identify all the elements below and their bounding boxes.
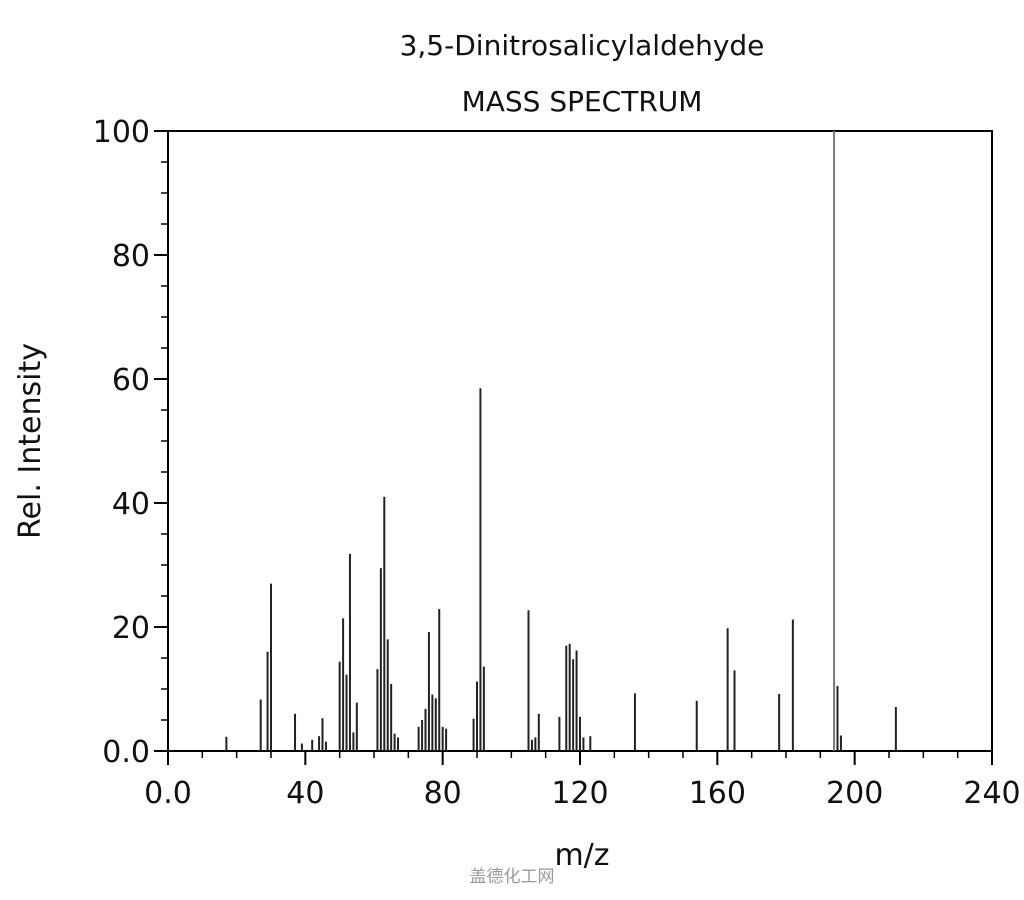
y-tick-label: 40 (112, 487, 150, 522)
plot-frame (167, 130, 993, 752)
x-axis: 0.0 40 80 120 160 200 240 (144, 751, 1021, 811)
y-tick-label: 80 (112, 239, 150, 274)
x-tick-label: 80 (424, 776, 462, 811)
spectrum-bars (225, 131, 897, 751)
y-tick-label: 100 (93, 115, 150, 150)
y-tick-label: 20 (112, 611, 150, 646)
x-axis-label: m/z (554, 838, 609, 873)
x-tick-label: 0.0 (144, 776, 192, 811)
x-tick-label: 200 (826, 776, 883, 811)
x-tick-label: 160 (689, 776, 746, 811)
chart-subtitle: MASS SPECTRUM (462, 85, 703, 118)
watermark: 盖德化工网 (469, 867, 555, 887)
plot-area (167, 130, 993, 752)
chart-title: 3,5-Dinitrosalicylaldehyde (400, 29, 765, 62)
y-tick-label: 60 (112, 363, 150, 398)
y-tick-label: 0.0 (102, 735, 150, 770)
y-axis: 0.0 20 40 60 80 100 (93, 115, 168, 770)
x-tick-label: 40 (286, 776, 324, 811)
x-tick-label: 240 (963, 776, 1020, 811)
x-tick-label: 120 (551, 776, 608, 811)
y-axis-label: Rel. Intensity (13, 343, 48, 539)
